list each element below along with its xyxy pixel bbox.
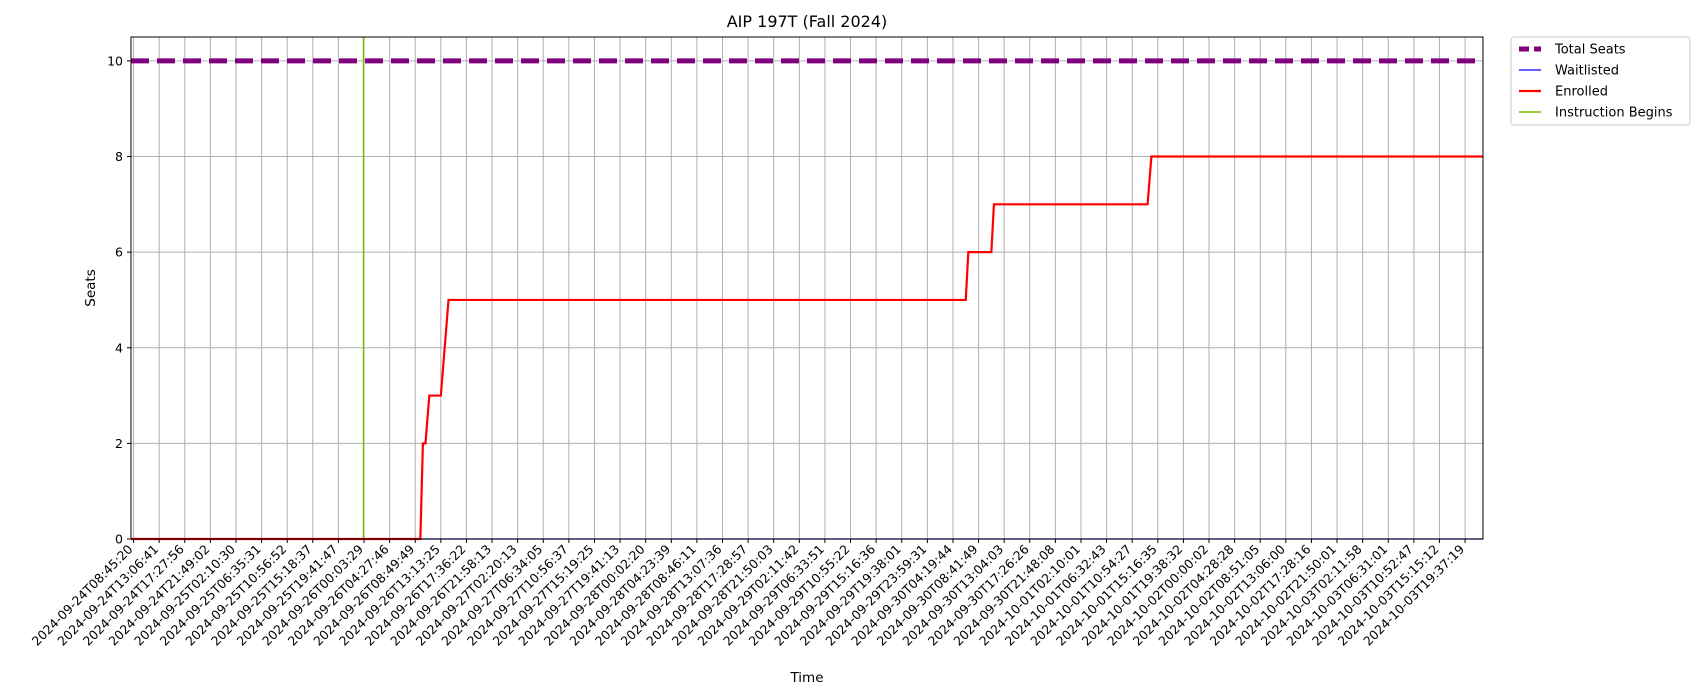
legend-box bbox=[1510, 36, 1691, 126]
legend-label: Total Seats bbox=[1554, 43, 1626, 58]
y-tick-label: 6 bbox=[115, 245, 123, 260]
y-tick-label: 0 bbox=[115, 532, 123, 547]
legend: Total Seats Waitlisted Enrolled Instruction… bbox=[1510, 36, 1691, 126]
y-tick-label: 10 bbox=[107, 53, 123, 68]
enrolled-series-line bbox=[131, 155, 1483, 541]
plot-frame bbox=[130, 36, 1484, 540]
y-tick-label: 8 bbox=[115, 149, 123, 164]
legend-label: Enrolled bbox=[1555, 85, 1608, 100]
legend-label: Instruction Begins bbox=[1555, 106, 1673, 121]
series-layer bbox=[131, 37, 1483, 541]
grid bbox=[131, 37, 1483, 540]
y-tick-label: 4 bbox=[115, 340, 123, 355]
y-tick-label: 2 bbox=[115, 436, 123, 451]
chart-title: AIP 197T (Fall 2024) bbox=[727, 12, 888, 31]
y-axis: 0 2 4 6 8 10 bbox=[107, 53, 131, 547]
y-axis-title: Seats bbox=[83, 269, 99, 306]
x-axis: 2024-09-24T08:45:202024-09-24T13:06:4120… bbox=[29, 539, 1467, 649]
x-axis-title: Time bbox=[789, 670, 823, 686]
legend-label: Waitlisted bbox=[1555, 64, 1619, 79]
